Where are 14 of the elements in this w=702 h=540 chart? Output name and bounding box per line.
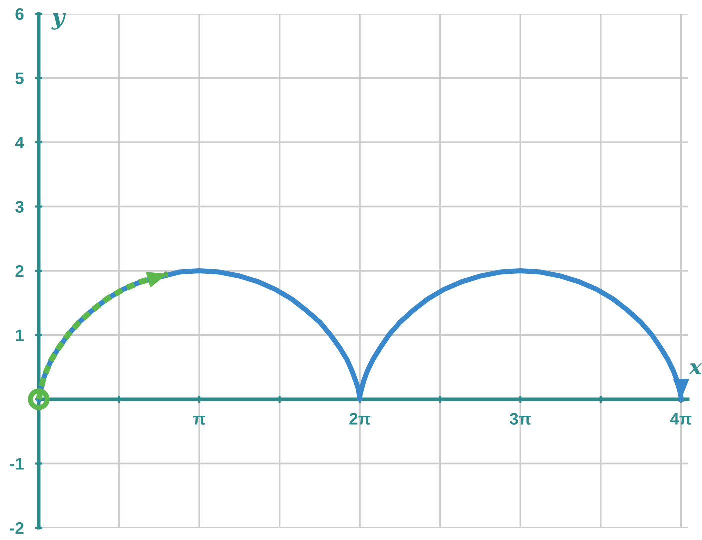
x-tick-label: 4π xyxy=(670,413,692,425)
x-tick-label: 3π xyxy=(510,413,532,425)
y-tick-label: 6 xyxy=(16,8,24,20)
x-tick-label: π xyxy=(194,416,206,425)
y-tick-label: 4 xyxy=(15,137,24,149)
x-tick-label: 2π xyxy=(350,413,371,425)
y-tick-label: -2 xyxy=(10,522,24,534)
y-tick-label: 2 xyxy=(16,265,24,278)
y-tick-label: 3 xyxy=(16,201,24,213)
x-axis-title: x xyxy=(689,364,702,374)
y-axis-title: y xyxy=(52,13,66,30)
y-tick-label: 1 xyxy=(16,330,24,342)
y-tick-label: 5 xyxy=(16,72,24,84)
y-tick-label: -1 xyxy=(10,458,24,470)
